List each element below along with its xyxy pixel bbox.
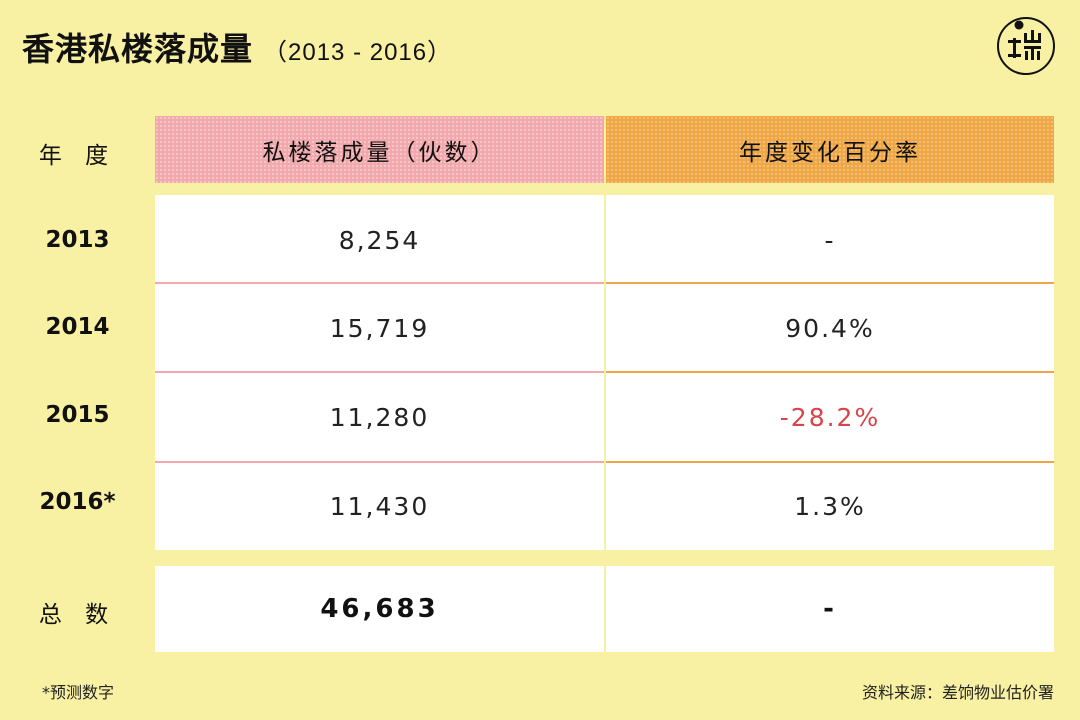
units-value: 8,254: [338, 225, 421, 255]
change-value: 1.3%: [794, 491, 866, 521]
row-divider: [155, 371, 604, 373]
year-column-header: 年 度: [38, 143, 117, 169]
year-label: 2016*: [39, 489, 116, 515]
source-note: 资料来源：差饷物业估价署: [861, 683, 1054, 702]
year-label: 2013: [45, 227, 110, 253]
total-change-value: -: [606, 566, 1054, 652]
row-divider: [606, 282, 1054, 284]
row-divider: [155, 461, 604, 463]
row-divider: [606, 371, 1054, 373]
total-label: 总 数: [38, 602, 117, 628]
brand-logo-icon: [997, 17, 1055, 75]
page-title: 香港私楼落成量 （2013 - 2016）: [22, 24, 452, 70]
units-value: 11,280: [329, 402, 430, 432]
footnote: *预测数字: [42, 683, 115, 702]
units-value: 11,430: [329, 491, 430, 521]
change-value: -: [824, 225, 836, 255]
row-divider: [155, 282, 604, 284]
change-value-negative: -28.2%: [779, 402, 881, 432]
change-value: 90.4%: [785, 313, 875, 343]
subtitle-text: （2013 - 2016）: [263, 39, 453, 66]
units-value: 15,719: [329, 313, 430, 343]
units-column-header: 私楼落成量（伙数）: [155, 116, 604, 183]
year-label: 2015: [45, 402, 110, 428]
total-units-value: 46,683: [155, 566, 604, 652]
row-divider: [606, 461, 1054, 463]
year-label: 2014: [45, 314, 110, 340]
change-column-header: 年度变化百分率: [606, 116, 1054, 183]
title-text: 香港私楼落成量: [22, 30, 254, 68]
